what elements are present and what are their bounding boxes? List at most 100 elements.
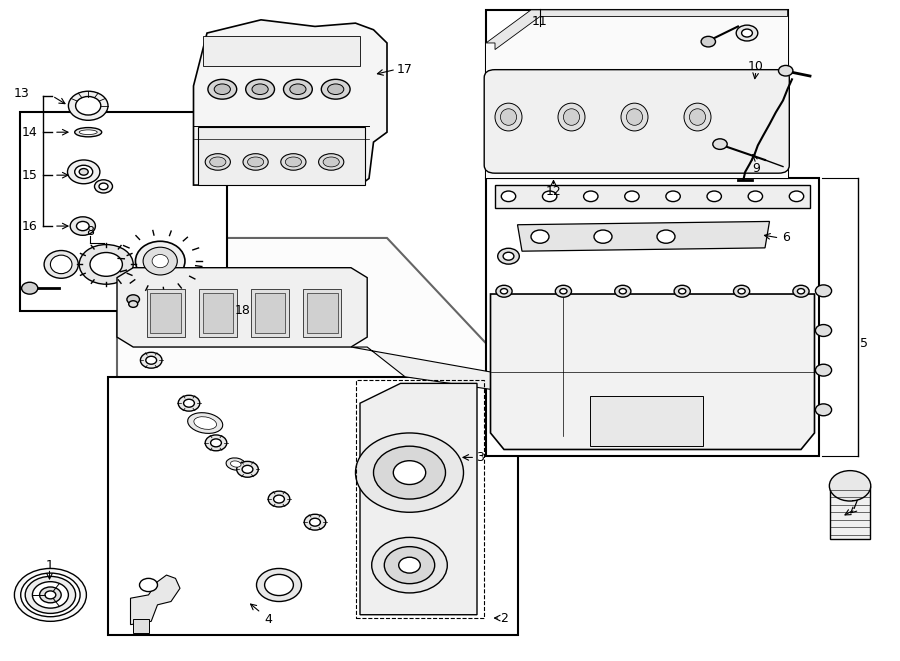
Circle shape: [583, 191, 598, 202]
Text: 13: 13: [14, 87, 30, 100]
Bar: [108, 377, 518, 635]
Ellipse shape: [246, 79, 274, 99]
Polygon shape: [486, 10, 788, 50]
Circle shape: [393, 461, 426, 485]
Bar: [199, 289, 237, 337]
Bar: [202, 36, 360, 66]
Circle shape: [140, 578, 158, 592]
Text: 9: 9: [752, 162, 760, 175]
Circle shape: [25, 576, 76, 613]
Polygon shape: [194, 20, 387, 185]
Ellipse shape: [284, 79, 312, 99]
Text: 8: 8: [86, 225, 94, 238]
Ellipse shape: [208, 79, 237, 99]
Circle shape: [797, 289, 805, 294]
Circle shape: [127, 295, 140, 304]
Ellipse shape: [328, 84, 344, 95]
Circle shape: [22, 282, 38, 294]
Circle shape: [45, 591, 56, 599]
Circle shape: [625, 191, 639, 202]
Circle shape: [304, 514, 326, 530]
Bar: [590, 397, 703, 446]
Circle shape: [734, 286, 750, 297]
Circle shape: [40, 587, 61, 603]
Ellipse shape: [135, 241, 185, 281]
Ellipse shape: [252, 84, 268, 95]
Ellipse shape: [75, 128, 102, 137]
Text: 14: 14: [22, 126, 38, 139]
Ellipse shape: [321, 79, 350, 99]
Circle shape: [76, 221, 89, 231]
Ellipse shape: [495, 103, 522, 131]
Circle shape: [265, 574, 293, 596]
Circle shape: [129, 301, 138, 307]
Ellipse shape: [194, 416, 217, 430]
Ellipse shape: [684, 103, 711, 131]
Circle shape: [736, 25, 758, 41]
Circle shape: [70, 217, 95, 235]
Circle shape: [237, 461, 258, 477]
Circle shape: [748, 191, 762, 202]
Circle shape: [815, 285, 832, 297]
Circle shape: [619, 289, 626, 294]
Circle shape: [657, 230, 675, 243]
Circle shape: [99, 183, 108, 190]
Bar: [150, 293, 181, 333]
Circle shape: [140, 352, 162, 368]
Circle shape: [372, 537, 447, 593]
Circle shape: [211, 439, 221, 447]
Polygon shape: [351, 347, 540, 397]
Circle shape: [501, 191, 516, 202]
Circle shape: [178, 395, 200, 411]
Circle shape: [555, 286, 572, 297]
Circle shape: [498, 249, 519, 264]
Circle shape: [815, 364, 832, 376]
Circle shape: [778, 65, 793, 76]
Circle shape: [384, 547, 435, 584]
Text: 15: 15: [22, 169, 38, 182]
Circle shape: [500, 289, 508, 294]
Text: 1: 1: [46, 559, 53, 572]
Text: 16: 16: [22, 219, 38, 233]
Circle shape: [256, 568, 302, 602]
Ellipse shape: [285, 157, 302, 167]
Text: 7: 7: [851, 499, 859, 512]
Circle shape: [503, 253, 514, 260]
Bar: [198, 127, 364, 185]
Ellipse shape: [319, 154, 344, 170]
Circle shape: [374, 446, 446, 499]
Bar: [202, 293, 233, 333]
Polygon shape: [486, 10, 788, 178]
Ellipse shape: [290, 84, 306, 95]
Bar: [356, 380, 484, 618]
Circle shape: [560, 289, 567, 294]
Polygon shape: [495, 185, 810, 208]
Ellipse shape: [214, 84, 230, 95]
Circle shape: [68, 160, 100, 184]
Text: 2: 2: [500, 611, 508, 625]
Ellipse shape: [248, 157, 264, 167]
Ellipse shape: [79, 130, 97, 134]
Bar: [486, 10, 788, 178]
Polygon shape: [518, 221, 770, 251]
Circle shape: [356, 433, 464, 512]
Bar: [307, 293, 338, 333]
Circle shape: [701, 36, 716, 47]
Polygon shape: [491, 294, 814, 449]
Polygon shape: [130, 575, 180, 625]
Circle shape: [184, 399, 194, 407]
Circle shape: [543, 191, 557, 202]
Circle shape: [79, 245, 133, 284]
Circle shape: [205, 435, 227, 451]
Ellipse shape: [281, 154, 306, 170]
Circle shape: [242, 465, 253, 473]
Circle shape: [146, 356, 157, 364]
Bar: [133, 619, 149, 633]
Circle shape: [707, 191, 722, 202]
Ellipse shape: [689, 109, 706, 126]
Text: 6: 6: [782, 231, 789, 245]
Bar: [251, 289, 289, 337]
Circle shape: [666, 191, 680, 202]
Bar: [830, 486, 870, 539]
Circle shape: [94, 180, 112, 193]
